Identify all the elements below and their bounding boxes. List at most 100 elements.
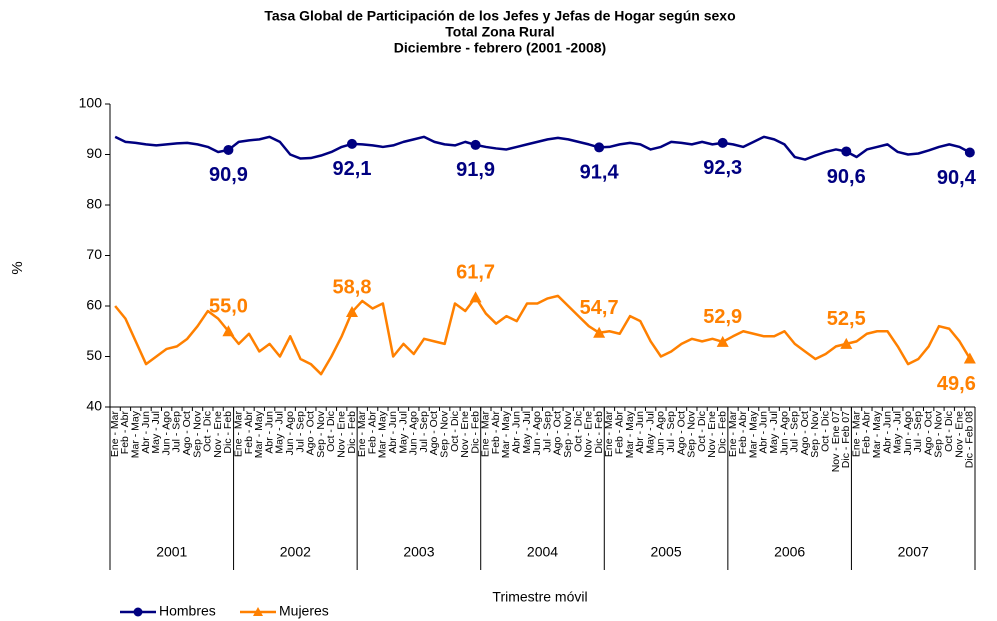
y-tick-label: 90 [86, 145, 102, 161]
data-label: 90,4 [937, 167, 977, 189]
x-tick-label: Abr - Jun [758, 411, 770, 454]
x-tick-label: Dic - Feb 08 [964, 411, 976, 468]
point-marker [594, 142, 605, 153]
x-tick-label: Nov - Ene [335, 411, 347, 458]
x-tick-label: Jun - Ago [284, 411, 296, 456]
x-tick-label: Ago - Oct [799, 411, 811, 455]
year-label: 2006 [774, 544, 805, 560]
x-tick-label: May - Jul [768, 411, 780, 454]
year-label: 2003 [403, 544, 434, 560]
x-tick-label: Oct - Dic [819, 411, 831, 452]
y-tick-label: 60 [86, 297, 102, 313]
x-tick-label: Mar - May [377, 410, 389, 458]
point-marker [346, 138, 357, 149]
x-tick-label: Dic - Feb [716, 411, 728, 454]
point-marker [964, 147, 975, 158]
x-tick-label: Dic - Feb 07 [840, 411, 852, 468]
x-tick-label: May - Jul [644, 411, 656, 454]
x-tick-label: Mar - May [624, 410, 636, 458]
x-tick-label: Sep - Nov [438, 410, 450, 457]
point-marker [345, 306, 358, 318]
x-tick-label: Jul - Sep [912, 411, 924, 453]
x-tick-label: Mar - May [871, 410, 883, 458]
point-marker [223, 144, 234, 155]
x-tick-label: Jul - Sep [789, 411, 801, 453]
y-axis-title: % [9, 261, 26, 274]
x-tick-label: Mar - May [130, 410, 142, 458]
point-marker [717, 137, 728, 148]
data-label: 52,5 [827, 308, 866, 330]
x-tick-label: Abr - Jun [263, 411, 275, 454]
x-tick-label: Oct - Dic [202, 411, 214, 452]
x-tick-label: Ene - Mar [356, 411, 368, 458]
x-tick-label: Oct - Dic [572, 411, 584, 452]
x-tick-label: Jul - Sep [418, 411, 430, 453]
data-label: 55,0 [209, 296, 248, 318]
point-marker [470, 139, 481, 150]
x-tick-label: Jul - Sep [171, 411, 183, 453]
year-label: 2001 [156, 544, 187, 560]
data-label: 91,4 [580, 162, 620, 184]
x-tick-label: Abr - Jun [881, 411, 893, 454]
y-tick-label: 50 [86, 347, 102, 363]
data-label: 58,8 [333, 276, 372, 298]
year-label: 2005 [650, 544, 681, 560]
x-tick-label: Nov - Ene [953, 411, 965, 458]
x-axis-title: Trimestre móvil [492, 589, 587, 605]
series-line [114, 135, 971, 161]
x-tick-label: May - Jul [892, 411, 904, 454]
x-tick-label: Jul - Sep [541, 411, 553, 453]
x-tick-label: Jun - Ago [408, 411, 420, 456]
x-tick-label: Feb - Abr [119, 410, 131, 454]
year-label: 2002 [280, 544, 311, 560]
x-tick-label: Jun - Ago [531, 411, 543, 456]
x-tick-label: Ene - Mar [603, 411, 615, 458]
x-tick-label: Feb - Abr [737, 410, 749, 454]
x-tick-label: Dic - Feb [593, 411, 605, 454]
x-tick-label: May - Jul [397, 411, 409, 454]
legend-label: Mujeres [279, 603, 329, 619]
data-label: 91,9 [456, 159, 495, 181]
data-label: 54,7 [580, 297, 619, 319]
x-tick-label: Ago - Oct [675, 411, 687, 455]
x-tick-label: Sep - Nov [809, 410, 821, 457]
x-tick-label: Jun - Ago [902, 411, 914, 456]
x-tick-label: Ene - Mar [480, 411, 492, 458]
x-tick-label: Nov - Ene [706, 411, 718, 458]
x-tick-label: Oct - Dic [943, 411, 955, 452]
data-label: 92,3 [703, 157, 742, 179]
x-tick-label: Nov - Ene [212, 411, 224, 458]
y-tick-label: 70 [86, 246, 102, 262]
data-label: 90,9 [209, 164, 248, 186]
x-tick-label: Ago - Oct [922, 411, 934, 455]
x-tick-label: May - Jul [150, 411, 162, 454]
x-tick-label: Sep - Nov [686, 410, 698, 457]
x-tick-label: Feb - Abr [366, 410, 378, 454]
x-tick-label: Mar - May [747, 410, 759, 458]
x-tick-label: Mar - May [500, 410, 512, 458]
x-tick-label: Ago - Oct [428, 411, 440, 455]
x-tick-label: Feb - Abr [614, 410, 626, 454]
x-tick-label: Abr - Jun [634, 411, 646, 454]
point-marker [593, 326, 606, 338]
x-tick-label: May - Jul [521, 411, 533, 454]
x-tick-label: Abr - Jun [511, 411, 523, 454]
x-tick-label: Sep - Nov [315, 410, 327, 457]
legend-marker [253, 607, 263, 616]
x-tick-label: Sep - Nov [191, 410, 203, 457]
x-tick-label: Dic - Feb [469, 411, 481, 454]
x-tick-label: Jun - Ago [778, 411, 790, 456]
x-tick-label: Jul - Sep [665, 411, 677, 453]
x-tick-label: Ene - Mar [850, 411, 862, 458]
y-tick-label: 80 [86, 196, 102, 212]
data-label: 52,9 [703, 306, 742, 328]
point-marker [841, 146, 852, 157]
x-tick-label: Jun - Ago [655, 411, 667, 456]
x-tick-label: Dic - Feb [222, 411, 234, 454]
chart-title: Tasa Global de Participación de los Jefe… [264, 8, 735, 24]
x-tick-label: Dic - Feb [346, 411, 358, 454]
data-label: 92,1 [333, 158, 372, 180]
x-tick-label: Jun - Ago [160, 411, 172, 456]
year-label: 2004 [527, 544, 558, 560]
x-tick-label: Oct - Dic [325, 411, 337, 452]
